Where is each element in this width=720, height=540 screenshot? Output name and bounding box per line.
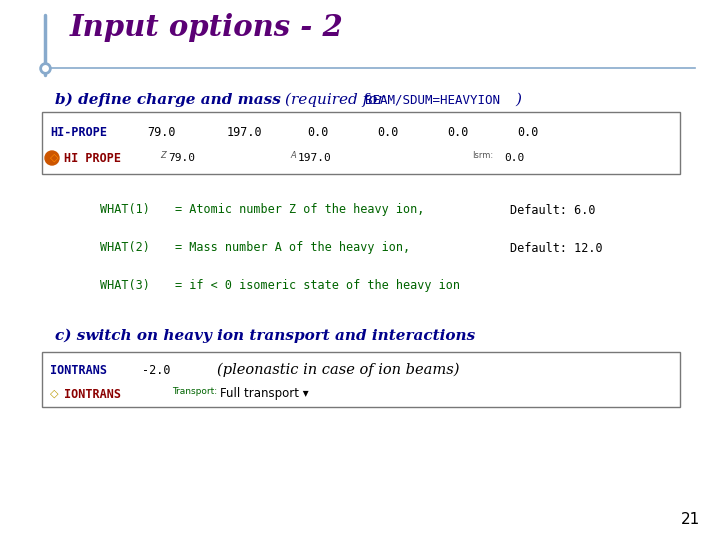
- Text: Default: 12.0: Default: 12.0: [510, 241, 603, 254]
- Text: Isrm:: Isrm:: [472, 151, 493, 159]
- Text: -2.0: -2.0: [142, 363, 171, 376]
- Bar: [42, 112, 680, 174]
- Text: 0.0: 0.0: [377, 125, 398, 138]
- Text: = Atomic number Z of the heavy ion,: = Atomic number Z of the heavy ion,: [175, 204, 424, 217]
- Text: ◇: ◇: [50, 389, 58, 399]
- Text: WHAT(2): WHAT(2): [100, 241, 150, 254]
- Text: IONTRANS: IONTRANS: [64, 388, 121, 401]
- Text: HI PROPE: HI PROPE: [64, 152, 121, 165]
- Text: 0.0: 0.0: [517, 125, 539, 138]
- Text: b) define charge and mass: b) define charge and mass: [55, 93, 286, 107]
- Text: (pleonastic in case of ion beams): (pleonastic in case of ion beams): [217, 363, 459, 377]
- Bar: [42, 352, 680, 407]
- Text: 0.0: 0.0: [447, 125, 469, 138]
- Text: Default: 6.0: Default: 6.0: [510, 204, 595, 217]
- Text: 0.0: 0.0: [307, 125, 328, 138]
- Text: ): ): [515, 93, 521, 107]
- Text: 21: 21: [680, 512, 700, 528]
- Text: ◇: ◇: [50, 153, 58, 163]
- Text: WHAT(3): WHAT(3): [100, 280, 150, 293]
- Text: = if < 0 isomeric state of the heavy ion: = if < 0 isomeric state of the heavy ion: [175, 280, 460, 293]
- Text: 0.0: 0.0: [504, 153, 524, 163]
- Text: 197.0: 197.0: [298, 153, 332, 163]
- Text: 197.0: 197.0: [227, 125, 263, 138]
- Text: IONTRANS: IONTRANS: [50, 363, 107, 376]
- Text: BEAM/SDUM=HEAVYION: BEAM/SDUM=HEAVYION: [365, 93, 500, 106]
- Text: 79.0: 79.0: [168, 153, 195, 163]
- Circle shape: [45, 151, 59, 165]
- Text: c) switch on heavy ion transport and interactions: c) switch on heavy ion transport and int…: [55, 329, 475, 343]
- Text: WHAT(1): WHAT(1): [100, 204, 150, 217]
- Text: Transport:: Transport:: [172, 388, 217, 396]
- Text: HI-PROPE: HI-PROPE: [50, 125, 107, 138]
- Text: Z: Z: [160, 151, 166, 159]
- Text: = Mass number A of the heavy ion,: = Mass number A of the heavy ion,: [175, 241, 410, 254]
- Text: Full transport ▾: Full transport ▾: [220, 388, 309, 401]
- Text: A: A: [290, 151, 296, 159]
- Text: 79.0: 79.0: [147, 125, 176, 138]
- Text: (required for: (required for: [285, 93, 390, 107]
- Text: Input options - 2: Input options - 2: [70, 14, 343, 43]
